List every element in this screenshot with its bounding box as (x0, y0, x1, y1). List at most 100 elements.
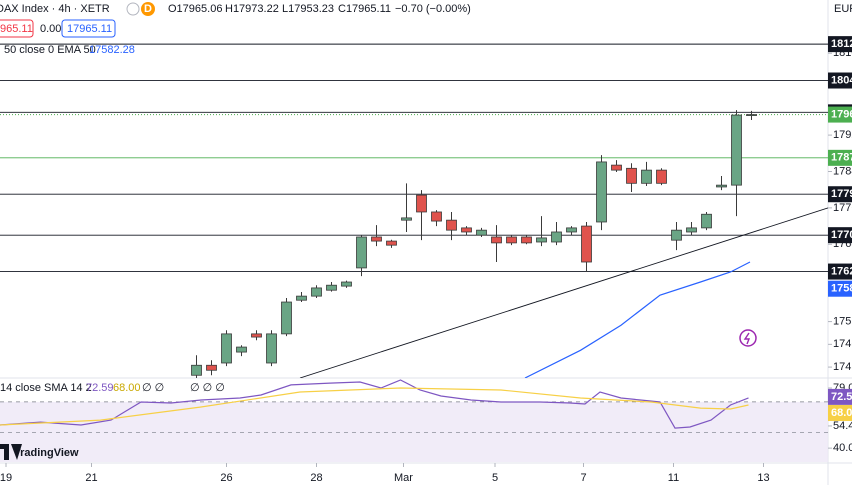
candle-body (611, 164, 622, 171)
ema-value: 17582.28 (89, 44, 135, 56)
candle-body (641, 169, 652, 184)
candle-body (311, 287, 322, 297)
candle-body (206, 364, 217, 371)
trend-line (299, 207, 828, 378)
x-tick-label: 28 (310, 472, 322, 484)
candle-body (476, 229, 487, 236)
level-label-box (828, 36, 852, 53)
x-tick-label: Mar (394, 472, 413, 484)
candle-body (596, 161, 607, 223)
candle-body (221, 333, 232, 364)
level-label: 1787 (831, 152, 852, 164)
rsi-band (0, 401, 828, 462)
level-label-box (828, 263, 852, 280)
ohlc-high: H17973.22 (225, 3, 279, 15)
candle-body (536, 237, 547, 243)
level-label-box (828, 186, 852, 203)
candle-body (731, 114, 742, 186)
candle-body (701, 213, 712, 229)
candle-body (266, 333, 277, 364)
ema-line (524, 261, 751, 378)
x-tick-label: 26 (220, 472, 232, 484)
badge-bg (141, 2, 155, 16)
buy-button[interactable] (61, 19, 116, 38)
candle-body (716, 184, 727, 188)
level-label: 1812 (831, 38, 852, 50)
candle-body (431, 211, 442, 222)
rsi-legend: 14 close SMA 14 2 (0, 382, 92, 394)
ohlc-open: O17965.06 (168, 3, 222, 15)
currency: EUR (834, 3, 852, 15)
candle-body (341, 281, 352, 287)
candle-body (656, 169, 667, 184)
y-tick-label: 1746 (833, 338, 852, 350)
rsi-value: 72.59 (86, 382, 114, 394)
candle-body (416, 194, 427, 213)
candle-body (296, 295, 307, 301)
x-tick-label: 21 (85, 472, 97, 484)
level-label: 1804 (831, 74, 852, 86)
candle-body (551, 231, 562, 243)
rsi-y-tick-label: 54.4 (833, 420, 852, 432)
candle-body (371, 236, 382, 242)
y-tick-label: 1792 (833, 129, 852, 141)
rsi-extra: ∅ ∅ ∅ (190, 382, 225, 394)
level-label-box (828, 72, 852, 89)
candle-body (401, 217, 412, 221)
candle-body (491, 236, 502, 244)
x-tick-label: 19 (0, 472, 12, 484)
buy-price[interactable]: 17965.11 (67, 23, 112, 35)
candle-body (746, 114, 757, 116)
candle-body (671, 229, 682, 241)
rsi-last-label: 68.0 (831, 407, 852, 419)
main-pane (0, 43, 828, 378)
rsi-last-label: 72.5 (831, 391, 852, 403)
plot-layer: 1810179217841776176817511746174179.054.4… (0, 36, 852, 484)
ohlc-close: C17965.11 (338, 3, 391, 15)
sell-button[interactable] (0, 19, 34, 38)
candle-body (461, 227, 472, 233)
candle-body (626, 167, 637, 184)
sell-price[interactable]: 965.11 (0, 23, 33, 35)
candle-body (386, 240, 397, 246)
candle-body (581, 225, 592, 263)
level-label: 1779 (831, 188, 852, 200)
candle-body (566, 227, 577, 233)
rsi-y-tick-label: 40.0 (833, 442, 852, 454)
candle-body (236, 346, 247, 353)
last-price-label-box (828, 106, 852, 123)
candle-body (281, 301, 292, 335)
icon (126, 2, 140, 16)
ema-label: 1758 (831, 283, 852, 295)
badge: D (144, 3, 152, 15)
level-label-box (828, 227, 852, 244)
alert-icon-bolt (743, 332, 751, 345)
candle-body (521, 236, 532, 244)
candle-body (356, 236, 367, 269)
candle-body (326, 284, 337, 291)
y-tick-label: 1784 (833, 165, 852, 177)
spread: 0.00 (40, 23, 61, 35)
candle-body (446, 219, 457, 231)
rsi-line (0, 379, 749, 429)
x-tick-label: 7 (580, 472, 586, 484)
logo-icon (0, 444, 22, 460)
x-tick-label: 11 (668, 472, 679, 484)
alert-icon[interactable] (739, 329, 757, 347)
y-tick-label: 1776 (833, 202, 852, 214)
ema-label-box (828, 280, 852, 297)
level-label-box (828, 149, 852, 166)
rsi-pane (0, 379, 828, 462)
candle-body (506, 236, 517, 244)
candle-body (686, 227, 697, 233)
x-tick-label: 5 (492, 472, 498, 484)
ohlc-low: L17953.23 (282, 3, 334, 15)
level-label: 1762 (831, 265, 852, 277)
candle-body (191, 364, 202, 376)
rsi-last-label-box (828, 404, 852, 421)
rsi-last-label-box (828, 388, 852, 405)
sma-value: 68.00 (113, 382, 141, 394)
rsi-extra: ∅ ∅ (142, 382, 164, 394)
rsi-line (0, 387, 749, 426)
x-tick-label: 13 (757, 472, 769, 484)
